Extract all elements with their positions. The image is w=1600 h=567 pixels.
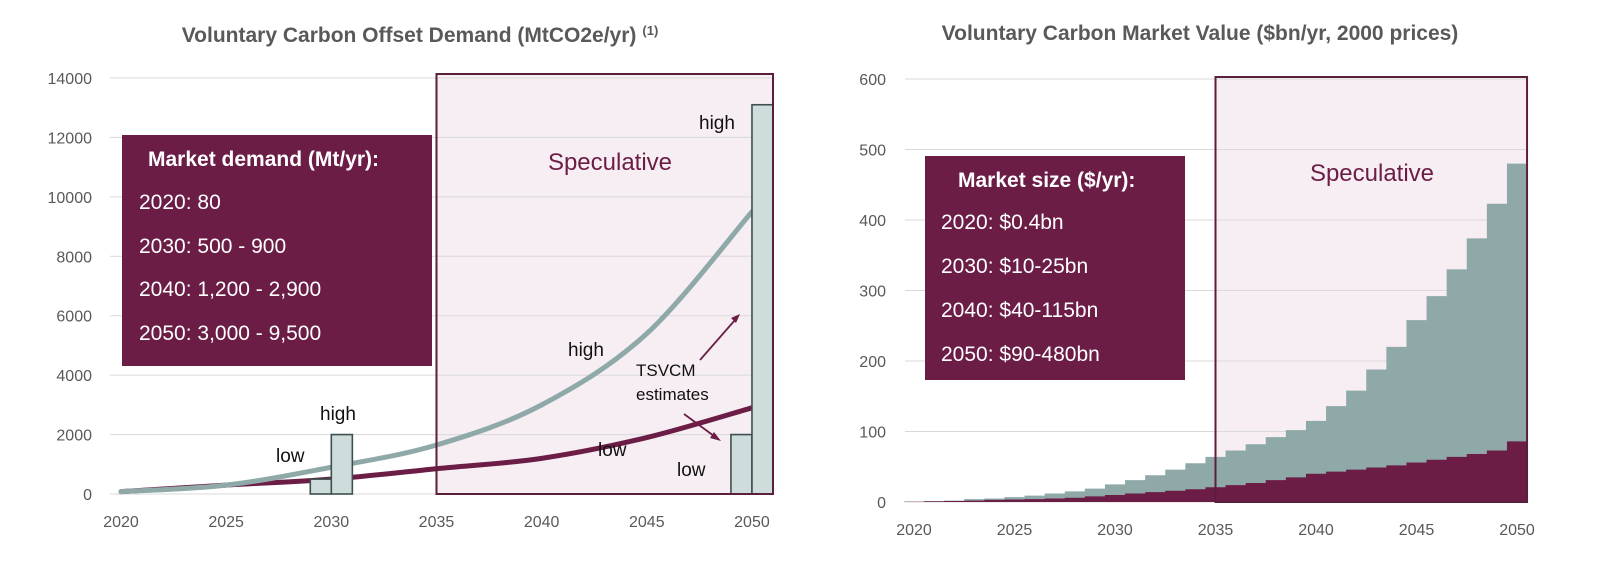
demand-chart-title-text: Voluntary Carbon Offset Demand (MtCO2e/y…: [182, 24, 637, 47]
high-demand-curve: [118, 209, 755, 495]
x-tick-label: 2045: [1399, 522, 1435, 539]
speculative-label: Speculative: [1310, 160, 1434, 187]
tsvcm-label-line2: estimates: [636, 385, 709, 404]
value-info-line: 2030: $10-25bn: [941, 255, 1088, 278]
demand-info-box-background: [122, 135, 432, 366]
tsvcm-arrow-low: [683, 413, 715, 437]
tsvcm-arrows: [683, 314, 740, 441]
speculative-region-frame: [435, 73, 774, 495]
x-tick-label: 2025: [208, 514, 244, 531]
x-tick-label: 2040: [524, 514, 560, 531]
y-tick-label: 6000: [56, 309, 92, 326]
y-tick-label: 500: [859, 143, 886, 160]
demand-chart-title-footnote: (1): [642, 23, 658, 38]
value-info-box: Market size ($/yr): 2020: $0.4bn 2030: $…: [925, 156, 1185, 380]
demand-info-line: 2020: 80: [139, 191, 221, 214]
y-tick-label: 12000: [48, 130, 93, 147]
value-info-line: 2050: $90-480bn: [941, 343, 1100, 366]
speculative-region-frame: [1214, 76, 1529, 503]
x-tick-label: 2025: [997, 522, 1033, 539]
low-value-area: [903, 441, 1528, 502]
y-tick-label: 400: [859, 213, 886, 230]
x-tick-label: 2045: [629, 514, 665, 531]
demand-info-line: 2040: 1,200 - 2,900: [139, 278, 321, 301]
tsvcm-bars: [309, 103, 774, 495]
y-tick-label: 200: [859, 354, 886, 371]
value-info-line: 2040: $40-115bn: [941, 299, 1098, 322]
demand-info-line: 2050: 3,000 - 9,500: [139, 322, 321, 345]
tsvcm-arrow-high: [699, 319, 736, 361]
tsvcm-label-line1: TSVCM: [636, 361, 696, 380]
tsvcm-arrowhead-high: [731, 314, 740, 323]
speculative-region-background: [436, 74, 773, 494]
y-tick-label: 600: [859, 72, 886, 89]
demand-chart-title: Voluntary Carbon Offset Demand (MtCO2e/y…: [182, 23, 659, 47]
x-tick-label: 2035: [419, 514, 455, 531]
demand-x-ticks: 2020 2025 2030 2035 2040 2045 2050: [103, 514, 770, 531]
y-tick-label: 10000: [48, 190, 93, 207]
tsvcm-high-bar: [330, 433, 354, 495]
demand-info-box: Market demand (Mt/yr): 2020: 80 2030: 50…: [122, 135, 432, 366]
market-value-chart: 0 100 200 300 400 500 600 2020 2025 2030 2035 2040…: [859, 22, 1535, 539]
value-chart-title: Voluntary Carbon Market Value ($bn/yr, 2…: [942, 22, 1459, 45]
demand-y-ticks: 0 2000 4000 6000 8000 10000 12000 14000: [48, 71, 93, 504]
x-tick-label: 2040: [1298, 522, 1334, 539]
y-tick-label: 8000: [56, 249, 92, 266]
tsvcm-high-bar: [751, 103, 774, 495]
value-info-line: 2020: $0.4bn: [941, 211, 1064, 234]
value-info-box-title: Market size ($/yr):: [958, 169, 1135, 192]
tsvcm-low-bar: [309, 478, 333, 495]
y-tick-label: 0: [83, 487, 92, 504]
value-info-box-background: [925, 156, 1185, 380]
y-tick-label: 100: [859, 425, 886, 442]
bar-2050-low-label: low: [677, 460, 706, 481]
demand-info-box-title: Market demand (Mt/yr):: [148, 148, 379, 171]
y-tick-label: 4000: [56, 368, 92, 385]
y-tick-label: 2000: [56, 428, 92, 445]
y-tick-label: 14000: [48, 71, 93, 88]
x-tick-label: 2030: [314, 514, 350, 531]
speculative-region-border: [1214, 76, 1529, 503]
tsvcm-arrowhead-low: [710, 432, 721, 441]
bar-2030-high-label: high: [320, 404, 356, 425]
x-tick-label: 2020: [896, 522, 932, 539]
x-tick-label: 2020: [103, 514, 139, 531]
curve-low-label: low: [598, 440, 627, 461]
high-value-area: [903, 163, 1528, 502]
curve-high-label: high: [568, 340, 604, 361]
value-y-ticks: 0 100 200 300 400 500 600: [859, 72, 886, 512]
x-tick-label: 2050: [734, 514, 770, 531]
speculative-label: Speculative: [548, 149, 672, 176]
x-tick-label: 2030: [1097, 522, 1133, 539]
y-tick-label: 0: [877, 495, 886, 512]
y-tick-label: 300: [859, 284, 886, 301]
speculative-region-fill: [436, 74, 773, 494]
value-x-ticks: 2020 2025 2030 2035 2040 2045 2050: [896, 522, 1535, 539]
speculative-region-border: [435, 73, 774, 495]
bar-2050-high-label: high: [699, 113, 735, 134]
demand-info-line: 2030: 500 - 900: [139, 235, 286, 258]
x-tick-label: 2035: [1198, 522, 1234, 539]
bar-2030-low-label: low: [276, 446, 305, 467]
value-step-areas: [903, 163, 1528, 502]
x-tick-label: 2050: [1499, 522, 1535, 539]
tsvcm-low-bar: [730, 433, 753, 495]
